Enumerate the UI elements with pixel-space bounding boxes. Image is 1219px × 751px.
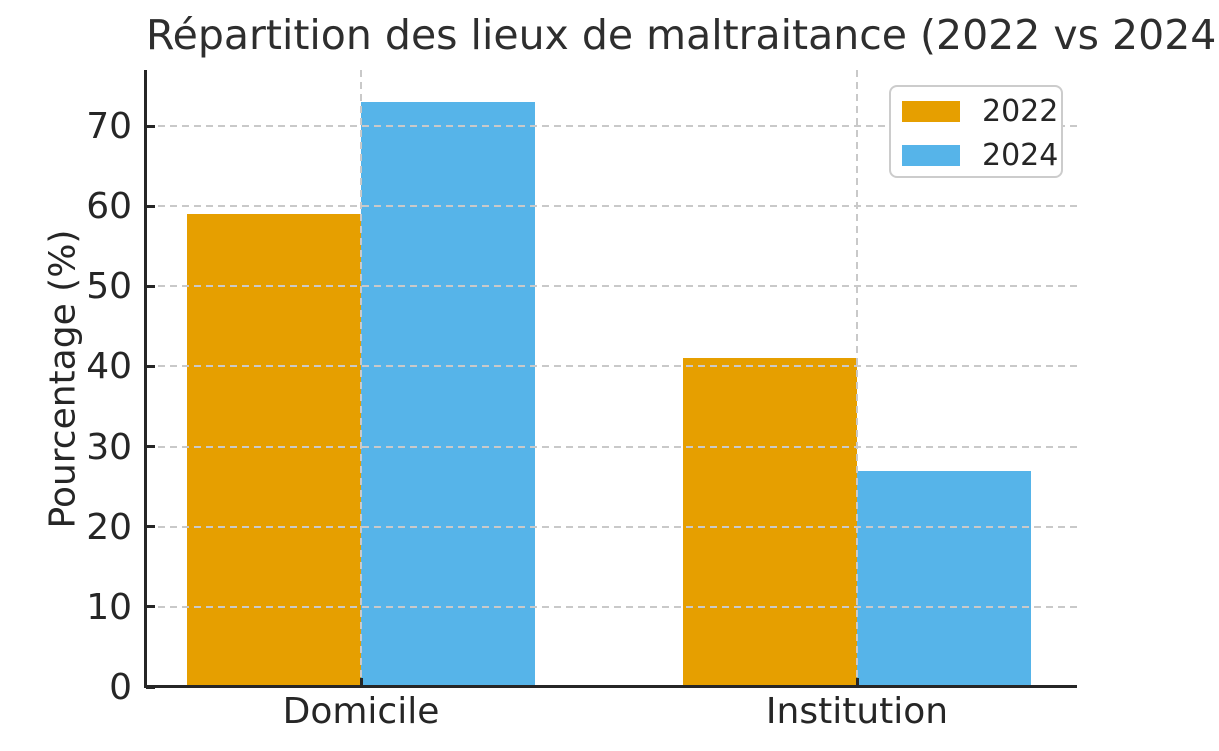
gridline-horizontal-10 bbox=[146, 605, 1077, 608]
y-tick-label-10: 10 bbox=[86, 586, 132, 628]
legend: 2022 2024 bbox=[889, 85, 1063, 178]
gridline-vertical-institution bbox=[856, 70, 858, 687]
y-tick-50 bbox=[146, 284, 155, 288]
y-tick-40 bbox=[146, 364, 155, 368]
legend-item-2022: 2022 bbox=[891, 97, 1061, 127]
x-tick-label-domicile: Domicile bbox=[282, 691, 440, 732]
x-tick-institution bbox=[855, 678, 859, 687]
gridline-horizontal-30 bbox=[146, 445, 1077, 448]
y-tick-30 bbox=[146, 445, 155, 449]
y-tick-label-30: 30 bbox=[86, 426, 132, 468]
gridline-horizontal-70 bbox=[146, 125, 1077, 128]
legend-label-2024: 2024 bbox=[982, 138, 1059, 173]
x-tick-domicile bbox=[359, 678, 363, 687]
legend-item-2024: 2024 bbox=[891, 141, 1061, 171]
y-tick-label-20: 20 bbox=[86, 506, 132, 548]
y-tick-60 bbox=[146, 204, 155, 208]
y-tick-label-70: 70 bbox=[86, 106, 132, 148]
legend-label-2022: 2022 bbox=[982, 94, 1059, 129]
y-tick-label-60: 60 bbox=[86, 186, 132, 228]
y-tick-label-0: 0 bbox=[109, 667, 132, 708]
legend-swatch-2022 bbox=[902, 101, 960, 122]
chart-title: Répartition des lieux de maltraitance (2… bbox=[146, 11, 1219, 59]
legend-swatch-2024 bbox=[902, 145, 960, 166]
x-tick-label-institution: Institution bbox=[765, 691, 949, 732]
gridline-vertical-domicile bbox=[360, 70, 362, 687]
y-tick-label-40: 40 bbox=[86, 346, 132, 388]
y-tick-20 bbox=[146, 525, 155, 529]
y-axis-spine bbox=[144, 70, 147, 688]
bar-2022-institution bbox=[683, 358, 857, 687]
y-tick-label-50: 50 bbox=[86, 266, 132, 308]
gridline-horizontal-40 bbox=[146, 365, 1077, 368]
x-axis-spine bbox=[144, 685, 1077, 688]
gridline-horizontal-50 bbox=[146, 285, 1077, 288]
y-tick-70 bbox=[146, 124, 155, 128]
gridline-horizontal-20 bbox=[146, 525, 1077, 528]
gridline-horizontal-60 bbox=[146, 205, 1077, 208]
bar-2022-domicile bbox=[187, 214, 361, 687]
plot-area bbox=[146, 70, 1077, 687]
bar-2024-institution bbox=[857, 470, 1031, 687]
bar-2024-domicile bbox=[361, 102, 535, 687]
y-tick-10 bbox=[146, 605, 155, 609]
y-tick-0 bbox=[146, 685, 155, 689]
